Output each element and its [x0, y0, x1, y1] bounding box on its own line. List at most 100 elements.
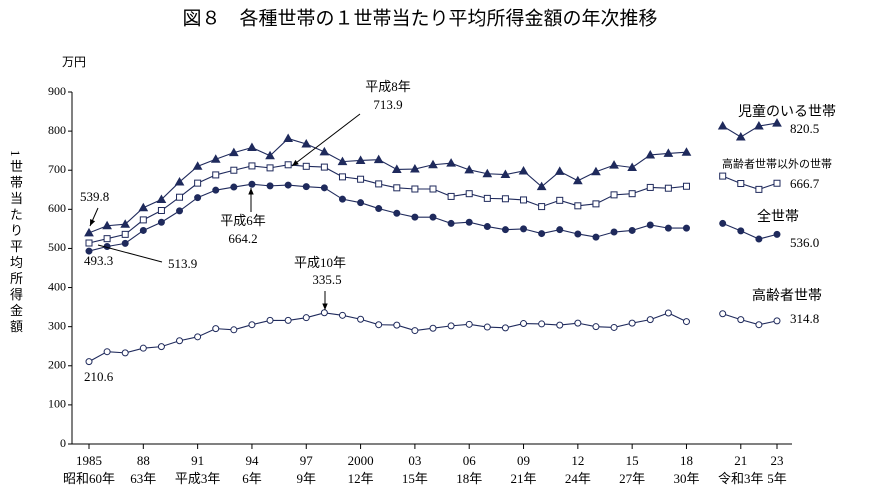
point	[302, 183, 310, 191]
point	[212, 186, 220, 194]
point	[139, 226, 147, 234]
point	[628, 319, 636, 327]
point	[574, 202, 582, 210]
point	[501, 195, 509, 203]
point	[375, 180, 383, 188]
x-tick-label: 2000	[348, 453, 374, 468]
point	[429, 185, 437, 193]
point	[357, 199, 365, 207]
point	[538, 320, 546, 328]
value-label: 314.8	[790, 311, 819, 326]
point	[627, 162, 638, 171]
point	[156, 194, 167, 204]
point	[717, 121, 728, 130]
point	[230, 326, 238, 334]
annotation: 平成10年	[294, 255, 346, 270]
point	[320, 309, 328, 317]
point	[319, 146, 330, 156]
point	[121, 239, 129, 247]
y-tick-label: 800	[48, 123, 66, 137]
point	[194, 333, 202, 341]
point	[447, 192, 455, 200]
point	[681, 147, 692, 156]
series-label: 児童のいる世帯	[738, 103, 836, 120]
y-tick-label: 100	[48, 397, 66, 411]
point	[284, 181, 292, 189]
point	[646, 221, 654, 229]
point	[373, 154, 384, 164]
point	[248, 180, 256, 188]
point	[228, 147, 239, 157]
point	[266, 164, 274, 172]
point	[248, 321, 256, 329]
x-tick-label: 03	[408, 453, 421, 468]
series-label: 全世帯	[757, 208, 799, 225]
x-tick-label: 06	[463, 453, 477, 468]
point	[230, 166, 238, 174]
y-tick-label: 300	[48, 318, 66, 332]
value-label: 210.6	[84, 369, 114, 384]
point	[357, 175, 365, 183]
point	[355, 155, 366, 164]
value-label: 335.5	[312, 272, 341, 287]
point	[482, 168, 493, 178]
point	[266, 316, 274, 324]
point	[212, 171, 220, 179]
era-label: 12年	[348, 471, 374, 486]
point	[357, 315, 365, 323]
value-label: 713.9	[373, 97, 402, 112]
point	[554, 166, 565, 175]
point	[719, 310, 727, 318]
series-line	[88, 183, 778, 252]
point	[121, 349, 129, 357]
point	[120, 219, 131, 228]
era-label: 昭和60年	[63, 471, 115, 486]
point	[556, 321, 564, 329]
point	[556, 226, 564, 234]
series-line	[88, 312, 778, 363]
y-unit: 万円	[62, 55, 86, 69]
point	[682, 224, 690, 232]
point	[84, 227, 94, 237]
point	[338, 195, 346, 203]
arrow	[291, 113, 361, 167]
chart-title: 図８ 各種世帯の１世帯当たり平均所得金額の年次推移	[182, 7, 657, 29]
point	[284, 316, 292, 324]
point	[755, 321, 763, 329]
point	[210, 154, 221, 163]
point	[520, 196, 528, 204]
point	[176, 193, 184, 201]
y-axis-label: 1世帯当たり平均所得金額	[8, 150, 23, 336]
point	[411, 213, 419, 221]
point	[248, 162, 256, 170]
point	[483, 323, 491, 331]
point	[447, 322, 455, 330]
point	[682, 318, 690, 326]
x-tick-label: 21	[734, 453, 747, 468]
point	[411, 327, 419, 335]
point	[465, 320, 473, 328]
point	[483, 223, 491, 231]
point	[682, 182, 690, 190]
point	[429, 324, 437, 332]
point	[174, 176, 185, 186]
point	[737, 180, 745, 188]
point	[85, 247, 93, 255]
point	[592, 233, 600, 241]
point	[393, 321, 401, 329]
point	[610, 228, 618, 236]
point	[192, 161, 203, 170]
point	[411, 185, 419, 193]
y-tick-label: 0	[60, 436, 66, 450]
x-tick-label: 18	[680, 453, 693, 468]
y-tick-label: 700	[48, 162, 66, 176]
point	[266, 182, 274, 190]
x-tick-label: 97	[300, 453, 314, 468]
y-tick-label: 500	[48, 240, 66, 254]
point	[773, 317, 781, 325]
point	[103, 348, 111, 356]
point	[572, 175, 583, 185]
point	[773, 230, 781, 238]
point	[465, 218, 473, 226]
